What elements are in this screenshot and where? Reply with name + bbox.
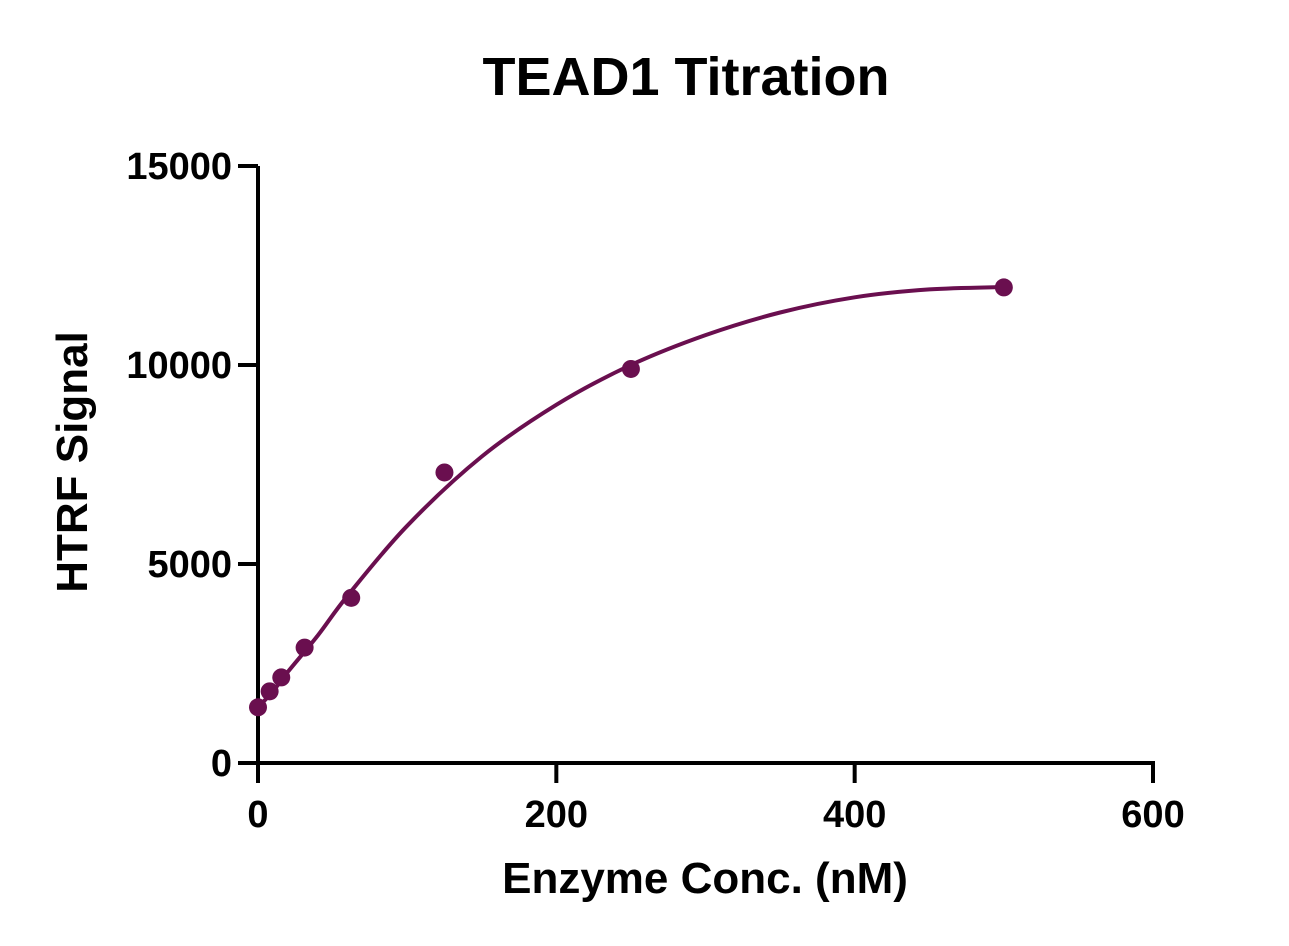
y-axis-title: HTRF Signal xyxy=(48,331,97,593)
x-ticks: 0 200 400 600 xyxy=(247,763,1185,836)
y-tick-label: 5000 xyxy=(147,544,232,586)
axes xyxy=(256,166,1155,765)
data-point xyxy=(342,588,361,607)
chart-title: TEAD1 Titration xyxy=(482,47,889,107)
data-point xyxy=(249,698,267,717)
fit-curve xyxy=(256,285,1004,709)
y-tick-label: 10000 xyxy=(126,345,232,387)
data-points xyxy=(249,278,1013,717)
x-tick-label: 200 xyxy=(525,794,588,836)
data-point xyxy=(621,359,640,378)
data-point xyxy=(272,668,291,687)
data-point xyxy=(435,463,454,482)
y-ticks: 0 5000 10000 15000 xyxy=(126,146,258,785)
x-tick-label: 400 xyxy=(823,794,886,836)
x-tick-label: 0 xyxy=(247,794,268,836)
x-axis-title: Enzyme Conc. (nM) xyxy=(502,854,908,903)
x-tick-label: 600 xyxy=(1121,794,1184,836)
data-point xyxy=(260,682,279,701)
y-tick-label: 15000 xyxy=(126,146,232,188)
data-point xyxy=(295,638,314,657)
data-point xyxy=(994,278,1013,297)
y-tick-label: 0 xyxy=(211,743,232,785)
